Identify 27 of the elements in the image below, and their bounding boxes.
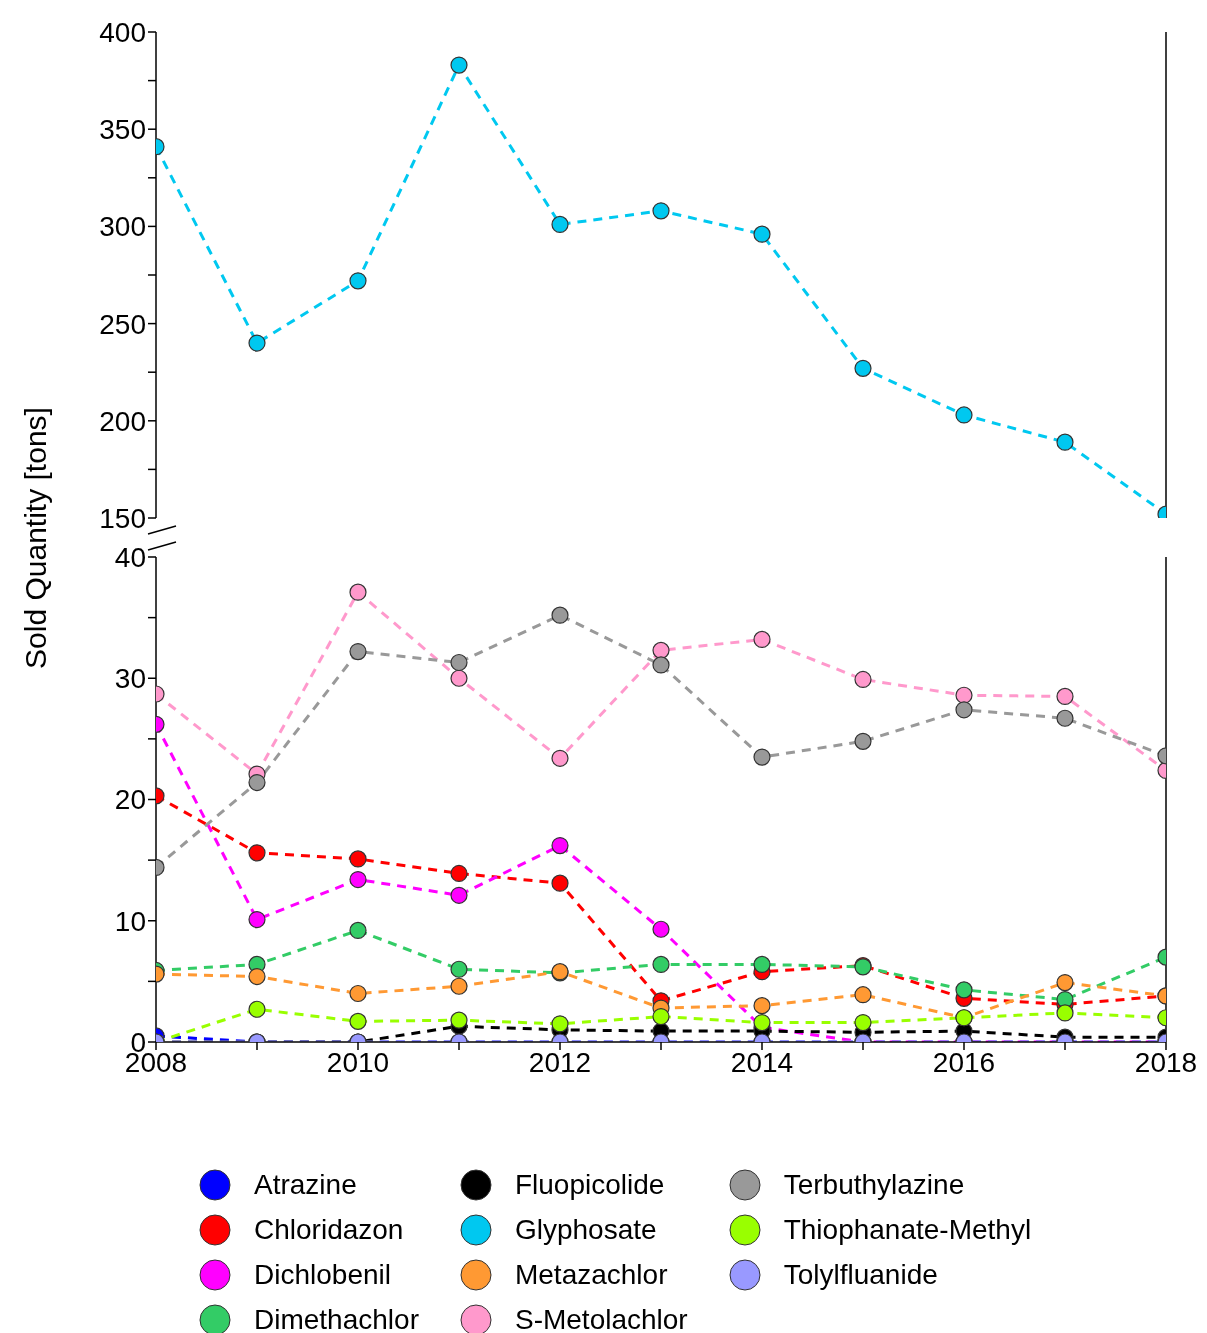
y-tick-label: 400 <box>99 16 146 48</box>
y-tick-label: 10 <box>114 905 146 937</box>
y-tick-label: 250 <box>99 308 146 340</box>
legend-label: Dimethachlor <box>254 1303 419 1333</box>
legend-label: Fluopicolide <box>514 1168 665 1200</box>
y-tick-label: 350 <box>99 114 146 146</box>
y-axis-title: Sold Quantity [tons] <box>19 407 53 669</box>
y-tick-label: 300 <box>99 211 146 243</box>
x-tick-label: 2010 <box>326 1046 390 1078</box>
y-tick-label: 20 <box>114 784 146 816</box>
y-tick-label: 150 <box>99 502 146 534</box>
y-tick-label: 30 <box>114 663 146 695</box>
legend-label: Chloridazon <box>254 1213 404 1245</box>
y-tick-label: 200 <box>99 405 146 437</box>
legend-label: Dichlobenil <box>254 1258 391 1290</box>
legend-label: S-Metolachlor <box>514 1303 688 1333</box>
legend-label: Metazachlor <box>514 1258 668 1290</box>
legend-label: Glyphosate <box>514 1213 657 1245</box>
x-tick-label: 2016 <box>932 1046 996 1078</box>
x-tick-label: 2012 <box>528 1046 592 1078</box>
legend-label: Tolylfluanide <box>783 1258 938 1290</box>
legend-label: Terbuthylazine <box>783 1168 965 1200</box>
x-tick-label: 2018 <box>1134 1046 1198 1078</box>
x-tick-label: 2014 <box>730 1046 794 1078</box>
y-tick-label: 40 <box>114 541 146 573</box>
legend-label: Thiophanate-Methyl <box>783 1213 1032 1245</box>
legend-label: Atrazine <box>254 1168 357 1200</box>
